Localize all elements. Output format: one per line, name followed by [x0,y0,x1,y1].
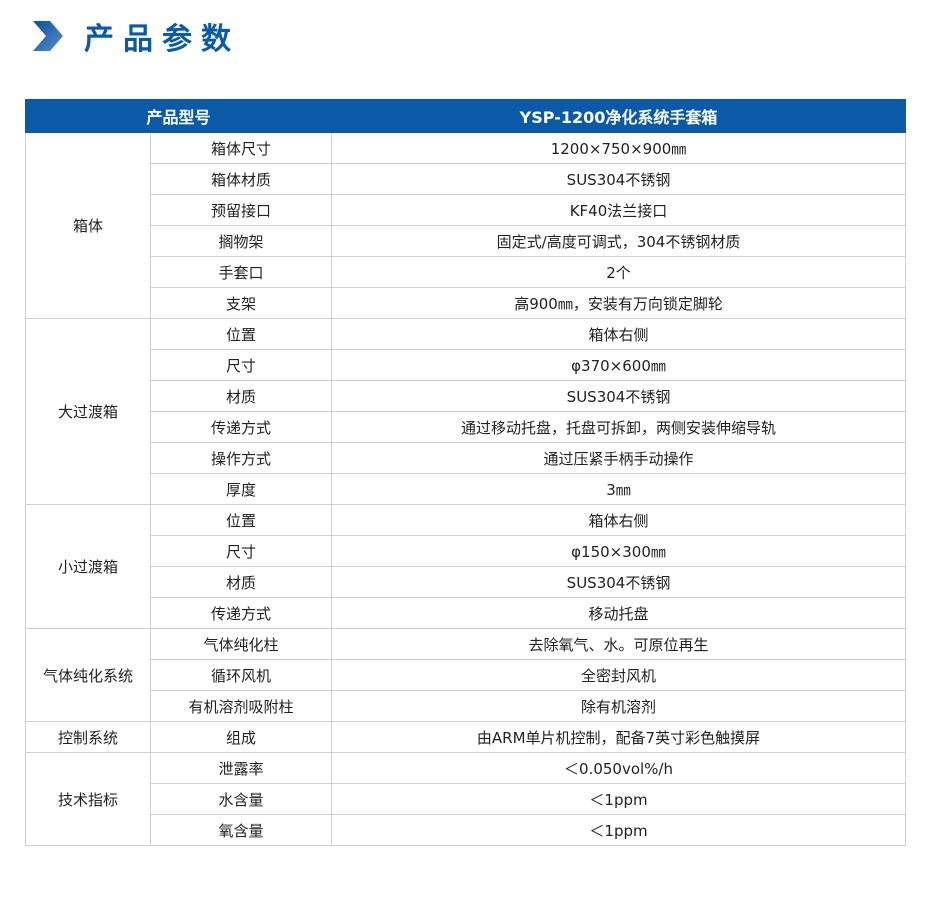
spec-item: 搁物架 [149,225,333,257]
table-row: 搁物架 固定式/高度可调式，304不锈钢材质 [26,225,906,257]
spec-item: 循环风机 [149,659,333,691]
spec-value: 除有机溶剂 [331,690,906,722]
spec-value: ＜0.050vol%/h [331,752,906,784]
spec-value: 去除氧气、水。可原位再生 [331,628,906,660]
spec-value: 固定式/高度可调式，304不锈钢材质 [331,225,906,257]
table-row: 支架 高900㎜，安装有万向锁定脚轮 [26,287,906,319]
group-name: 箱体 [25,132,151,319]
table-row: 箱体材质 SUS304不锈钢 [26,163,906,195]
group-name: 气体纯化系统 [25,628,151,722]
table-row: 控制系统 组成 由ARM单片机控制，配备7英寸彩色触摸屏 [25,721,906,753]
spec-item: 位置 [149,318,333,350]
table-row: 水含量 ＜1ppm [26,783,906,815]
spec-value: ＜1ppm [331,783,906,815]
table-row: 箱体 箱体尺寸 1200×750×900㎜ [25,132,906,319]
group-name: 小过渡箱 [25,504,151,629]
table-row: 有机溶剂吸附柱 除有机溶剂 [26,690,906,722]
table-row: 循环风机 全密封风机 [26,659,906,691]
spec-value: 箱体右侧 [331,504,906,536]
table-row: 手套口 2个 [26,256,906,288]
spec-item: 尺寸 [149,535,333,567]
spec-item: 水含量 [149,783,333,815]
spec-value: 由ARM单片机控制，配备7英寸彩色触摸屏 [331,721,906,753]
section-title: 产品参数 [30,14,240,58]
spec-item: 氧含量 [149,814,333,846]
spec-value: 1200×750×900㎜ [331,132,906,164]
spec-value: 3㎜ [331,473,906,505]
table-row: 小过渡箱 位置 箱体右侧 [25,504,906,629]
table-row: 传递方式 移动托盘 [26,597,906,629]
spec-value: φ370×600㎜ [331,349,906,381]
spec-item: 传递方式 [149,597,333,629]
table-row: 尺寸 φ370×600㎜ [26,349,906,381]
table-row: 材质 SUS304不锈钢 [26,566,906,598]
spec-item: 材质 [149,380,333,412]
spec-item: 支架 [149,287,333,319]
spec-value: SUS304不锈钢 [331,380,906,412]
spec-item: 有机溶剂吸附柱 [149,690,333,722]
spec-item: 组成 [149,721,333,753]
table-row: 操作方式 通过压紧手柄手动操作 [26,442,906,474]
spec-item: 泄露率 [149,752,333,784]
model-label: 产品型号 [24,99,333,133]
spec-value: 移动托盘 [331,597,906,629]
spec-item: 气体纯化柱 [149,628,333,660]
spec-item: 手套口 [149,256,333,288]
table-row: 尺寸 φ150×300㎜ [26,535,906,567]
group-name: 大过渡箱 [25,318,151,505]
group-name: 技术指标 [25,752,151,846]
model-value: YSP-1200净化系统手套箱 [331,99,906,133]
spec-item: 操作方式 [149,442,333,474]
group-name: 控制系统 [25,721,151,753]
table-row: 材质 SUS304不锈钢 [26,380,906,412]
spec-item: 尺寸 [149,349,333,381]
spec-value: SUS304不锈钢 [331,163,906,195]
spec-value: 箱体右侧 [331,318,906,350]
table-row: 气体纯化系统 气体纯化柱 去除氧气、水。可原位再生 [25,628,906,722]
spec-value: 通过压紧手柄手动操作 [331,442,906,474]
spec-value: ＜1ppm [331,814,906,846]
table-row: 技术指标 泄露率 ＜0.050vol%/h [25,752,906,846]
spec-value: φ150×300㎜ [331,535,906,567]
table-row: 传递方式 通过移动托盘，托盘可拆卸，两侧安装伸缩导轨 [26,411,906,443]
page-title: 产品参数 [84,22,240,57]
table-row: 预留接口 KF40法兰接口 [26,194,906,226]
spec-value: 全密封风机 [331,659,906,691]
spec-item: 箱体尺寸 [149,132,333,164]
table-row: 大过渡箱 位置 箱体右侧 [25,318,906,505]
table-row: 厚度 3㎜ [26,473,906,505]
spec-table: 产品型号 YSP-1200净化系统手套箱 箱体 箱体尺寸 1200×750×900㎜… [24,99,906,846]
spec-value: SUS304不锈钢 [331,566,906,598]
spec-item: 箱体材质 [149,163,333,195]
table-header: 产品型号 YSP-1200净化系统手套箱 [24,99,906,133]
spec-value: 2个 [331,256,906,288]
spec-value: 高900㎜，安装有万向锁定脚轮 [331,287,906,319]
table-row: 氧含量 ＜1ppm [26,814,906,846]
chevron-right-icon [33,21,63,51]
spec-item: 材质 [149,566,333,598]
spec-value: KF40法兰接口 [331,194,906,226]
spec-item: 厚度 [149,473,333,505]
spec-value: 通过移动托盘，托盘可拆卸，两侧安装伸缩导轨 [331,411,906,443]
spec-item: 位置 [149,504,333,536]
spec-item: 预留接口 [149,194,333,226]
spec-item: 传递方式 [149,411,333,443]
